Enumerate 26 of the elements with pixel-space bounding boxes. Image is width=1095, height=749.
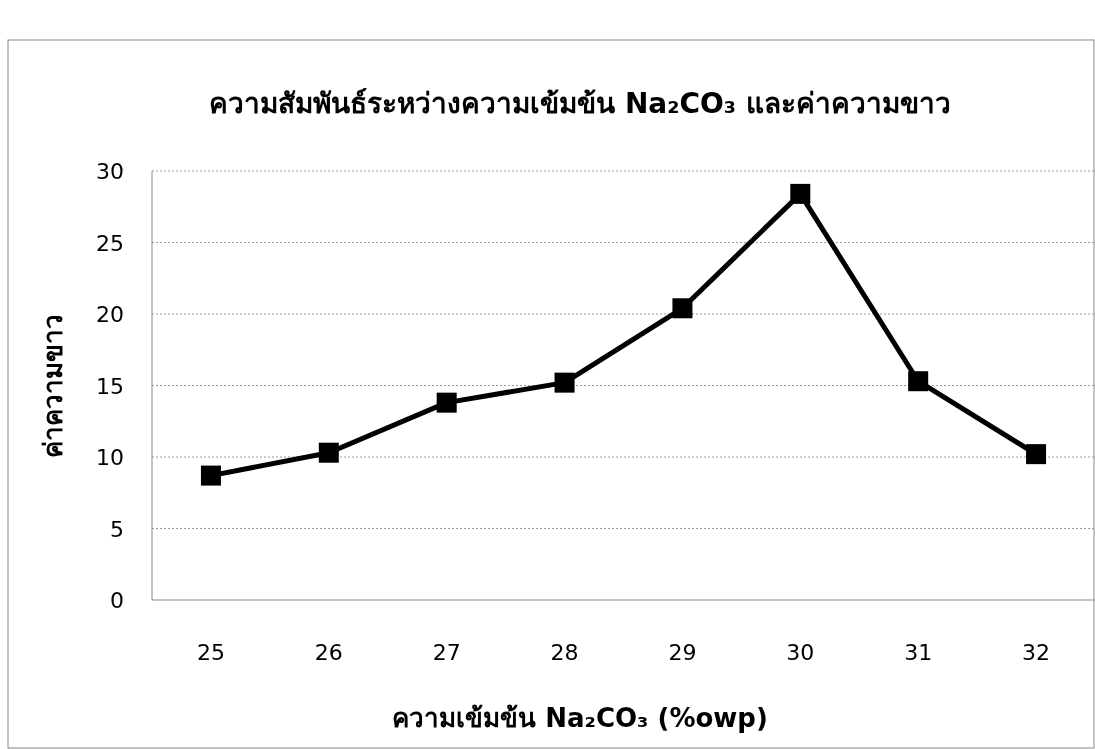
y-tick-label: 25 xyxy=(96,230,124,256)
point xyxy=(318,442,339,463)
y-tick-label: 10 xyxy=(96,445,124,470)
chart-title: ความสัมพันธ์ระหว่างความเข้มข้น Na₂CO₃ และค่าความขาว xyxy=(209,87,951,120)
point xyxy=(908,371,929,392)
y-tick-label: 0 xyxy=(110,588,124,613)
y-tick-label: 30 xyxy=(96,159,124,184)
x-tick-label: 32 xyxy=(1022,640,1051,665)
point xyxy=(554,372,575,393)
x-tick-label: 29 xyxy=(668,640,697,665)
y-tick-label: 20 xyxy=(96,302,124,327)
point xyxy=(436,392,457,413)
x-tick-label: 30 xyxy=(786,640,815,665)
x-axis-title: ความเข้มข้น Na₂CO₃ (%owp) xyxy=(392,703,768,733)
x-tick-label: 26 xyxy=(314,640,343,665)
x-tick-label: 27 xyxy=(432,640,461,665)
point xyxy=(790,183,811,204)
y-tick-label: 15 xyxy=(96,373,124,399)
x-tick-label: 28 xyxy=(550,640,579,665)
y-axis-title: ค่าความขาว xyxy=(38,313,68,458)
point xyxy=(672,298,693,319)
y-tick-label: 5 xyxy=(110,516,124,542)
point xyxy=(200,465,221,486)
x-tick-label: 31 xyxy=(904,640,933,665)
x-tick-label: 25 xyxy=(196,640,225,665)
point xyxy=(1026,444,1047,465)
